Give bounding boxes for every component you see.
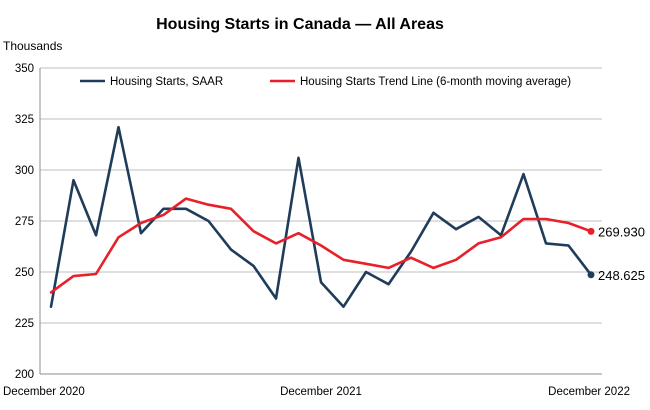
y-tick-label: 300: [15, 165, 34, 177]
y-tick-label: 225: [15, 318, 34, 330]
series-end-label: 248.625: [598, 268, 645, 283]
axes: [39, 68, 602, 375]
x-tick-label: December 2022: [548, 386, 630, 398]
y-tick-label: 325: [15, 114, 34, 126]
legend: Housing Starts, SAAR Housing Starts Trend…: [80, 76, 571, 88]
y-tick-label: 200: [15, 369, 34, 381]
y-tick-label: 350: [15, 63, 34, 75]
y-tick-label: 250: [15, 267, 34, 279]
legend-label: Housing Starts, SAAR: [110, 76, 223, 88]
y-axis-unit-label: Thousands: [3, 39, 62, 53]
series-line: [49, 125, 593, 309]
series-line: [49, 197, 593, 294]
series-end-marker: [587, 271, 595, 279]
series-end-label: 269.930: [598, 224, 645, 239]
series-lines: [49, 125, 595, 309]
tick-and-end-labels: 200 225 250 275 300 325 350 December 2020 Decemb…: [3, 63, 645, 398]
x-tick-label: December 2020: [3, 386, 85, 398]
y-tick-label: 275: [15, 216, 34, 228]
chart-title: Housing Starts in Canada — All Areas: [156, 16, 444, 33]
x-tick-label: December 2021: [280, 386, 362, 398]
series-end-marker: [587, 227, 595, 235]
gridlines: [40, 67, 602, 324]
legend-label: Housing Starts Trend Line (6-month movin…: [300, 76, 571, 88]
